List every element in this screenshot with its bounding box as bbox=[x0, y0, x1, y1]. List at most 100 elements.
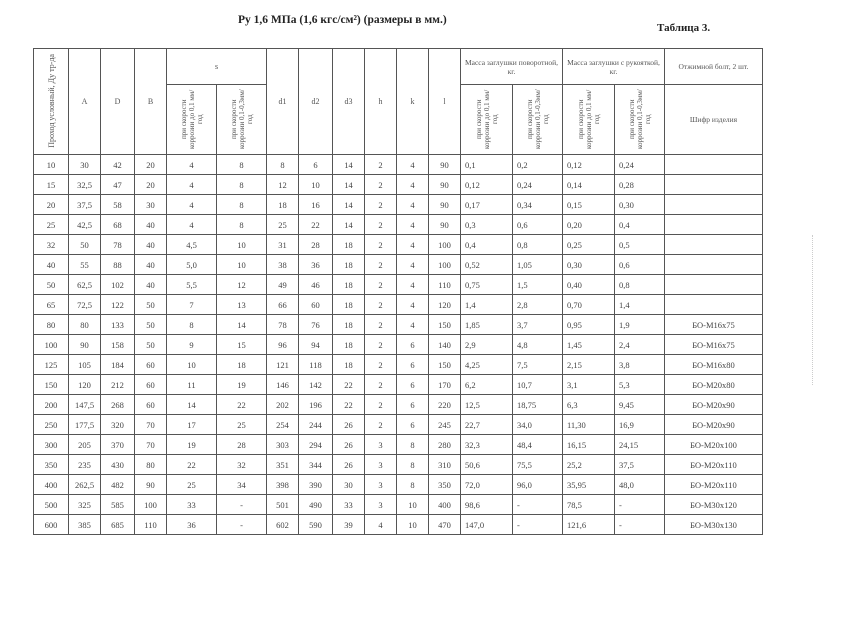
table-cell: 120 bbox=[428, 294, 461, 315]
table-cell: 5,5 bbox=[166, 274, 217, 295]
table-cell: 0,24 bbox=[512, 174, 563, 195]
table-cell: 14 bbox=[332, 194, 365, 215]
header-s-low-label: при скорости коррозии до 0,1 мм/год bbox=[179, 88, 204, 149]
table-cell: 18 bbox=[266, 194, 299, 215]
table-cell: 102 bbox=[100, 274, 135, 295]
table-cell: 2 bbox=[364, 314, 397, 335]
table-cell: 245 bbox=[428, 414, 461, 435]
table-cell: 105 bbox=[68, 354, 101, 375]
table-cell: 6 bbox=[396, 414, 429, 435]
table-cell: 7 bbox=[166, 294, 217, 315]
table-cell: 150 bbox=[33, 374, 69, 395]
table-cell: 140 bbox=[428, 334, 461, 355]
table-cell: 0,1 bbox=[460, 154, 513, 175]
table-cell: 121,6 bbox=[562, 514, 615, 535]
table-cell: 70 bbox=[134, 434, 167, 455]
table-cell: 12 bbox=[266, 174, 299, 195]
table-cell: 50 bbox=[134, 334, 167, 355]
table-cell: 4 bbox=[396, 194, 429, 215]
table-cell: - bbox=[216, 494, 267, 515]
table-cell: 3,7 bbox=[512, 314, 563, 335]
table-cell: 50 bbox=[134, 294, 167, 315]
table-cell: 100 bbox=[428, 234, 461, 255]
table-row: 100 90 158 50 9 15 96 94 18 2 6 140 2,9 4,8 1,45 2,4 БО-… bbox=[33, 334, 763, 355]
table-cell: 2,9 bbox=[460, 334, 513, 355]
table-cell: 90 bbox=[68, 334, 101, 355]
table-row: 50 62,5 102 40 5,5 12 49 46 18 2 4 110 0,75 1,5 0,40 0,… bbox=[33, 274, 763, 295]
table-cell: 16,15 bbox=[562, 434, 615, 455]
header-mass-handle-low: при скорости коррозии до 0,1 мм/год bbox=[562, 84, 615, 155]
table-cell: 4 bbox=[396, 154, 429, 175]
table-cell: 11,30 bbox=[562, 414, 615, 435]
table-cell: 120 bbox=[68, 374, 101, 395]
table-cell: 142 bbox=[298, 374, 333, 395]
table-cell: 90 bbox=[428, 194, 461, 215]
table-cell: 22 bbox=[166, 454, 217, 475]
table-cell: 133 bbox=[100, 314, 135, 335]
table-cell: 4 bbox=[396, 254, 429, 275]
table-cell: 170 bbox=[428, 374, 461, 395]
table-cell: 320 bbox=[100, 414, 135, 435]
header-mass-handle-high: при скорости коррозии 0,1-0,3мм/год bbox=[614, 84, 665, 155]
table-cell: 0,20 bbox=[562, 214, 615, 235]
table-cell: 3 bbox=[364, 474, 397, 495]
table-cell: 22 bbox=[332, 394, 365, 415]
table-cell: 12 bbox=[216, 274, 267, 295]
table-cell: 125 bbox=[33, 354, 69, 375]
table-cell: 36 bbox=[298, 254, 333, 275]
table-cell: - bbox=[216, 514, 267, 535]
table-cell: 590 bbox=[298, 514, 333, 535]
table-cell: 22,7 bbox=[460, 414, 513, 435]
table-cell: БО-М16х80 bbox=[664, 354, 763, 375]
header-h: h bbox=[364, 48, 397, 155]
table-cell: 5,3 bbox=[614, 374, 665, 395]
table-cell: 14 bbox=[332, 174, 365, 195]
table-cell: 10 bbox=[396, 514, 429, 535]
table-row: 350 235 430 80 22 32 351 344 26 3 8 310 50,6 75,5 25,2… bbox=[33, 454, 763, 475]
table-cell: 72,0 bbox=[460, 474, 513, 495]
table-cell: 0,17 bbox=[460, 194, 513, 215]
table-cell: 36 bbox=[166, 514, 217, 535]
table-cell: 4 bbox=[166, 214, 217, 235]
table-cell: 1,85 bbox=[460, 314, 513, 335]
table-cell: 10 bbox=[298, 174, 333, 195]
table-cell: 9 bbox=[166, 334, 217, 355]
table-cell: 18 bbox=[332, 274, 365, 295]
table-cell: 300 bbox=[33, 434, 69, 455]
table-cell: 212 bbox=[100, 374, 135, 395]
table-cell: 118 bbox=[298, 354, 333, 375]
table-cell: 196 bbox=[298, 394, 333, 415]
table-cell: 398 bbox=[266, 474, 299, 495]
table-cell: 602 bbox=[266, 514, 299, 535]
table-cell: 32 bbox=[216, 454, 267, 475]
header-mass-rotary-low: при скорости коррозии до 0,1 мм/год bbox=[460, 84, 513, 155]
table-cell: 600 bbox=[33, 514, 69, 535]
table-cell: 62,5 bbox=[68, 274, 101, 295]
table-cell: 37,5 bbox=[68, 194, 101, 215]
table-cell: 4,25 bbox=[460, 354, 513, 375]
table-cell: 150 bbox=[428, 314, 461, 335]
table-cell: 2 bbox=[364, 234, 397, 255]
header-k: k bbox=[396, 48, 429, 155]
table-cell: 4 bbox=[396, 294, 429, 315]
table-cell: 19 bbox=[166, 434, 217, 455]
table-cell: 78 bbox=[100, 234, 135, 255]
table-cell: 90 bbox=[428, 174, 461, 195]
table-cell: 351 bbox=[266, 454, 299, 475]
table-cell: 1,4 bbox=[460, 294, 513, 315]
table-cell: 0,12 bbox=[562, 154, 615, 175]
header-s: s bbox=[166, 48, 267, 85]
table-cell bbox=[664, 294, 763, 315]
table-cell: 32,3 bbox=[460, 434, 513, 455]
table-cell: 3,1 bbox=[562, 374, 615, 395]
table-cell: 20 bbox=[33, 194, 69, 215]
table-cell: 18 bbox=[332, 314, 365, 335]
table-row: 500 325 585 100 33-501 490 33 3 10 400 98,6-78,5- Б… bbox=[33, 494, 763, 515]
table-cell: 0,95 bbox=[562, 314, 615, 335]
table-cell: 88 bbox=[100, 254, 135, 275]
table-cell: 30 bbox=[332, 474, 365, 495]
table-cell: 3 bbox=[364, 434, 397, 455]
table-body: 10 30 42 20 4 8 8 6 14 2 4 90 0,1 0,2 0,12 0,24 15 32,5 47… bbox=[33, 154, 763, 535]
table-cell: 147,0 bbox=[460, 514, 513, 535]
table-cell: 40 bbox=[134, 214, 167, 235]
